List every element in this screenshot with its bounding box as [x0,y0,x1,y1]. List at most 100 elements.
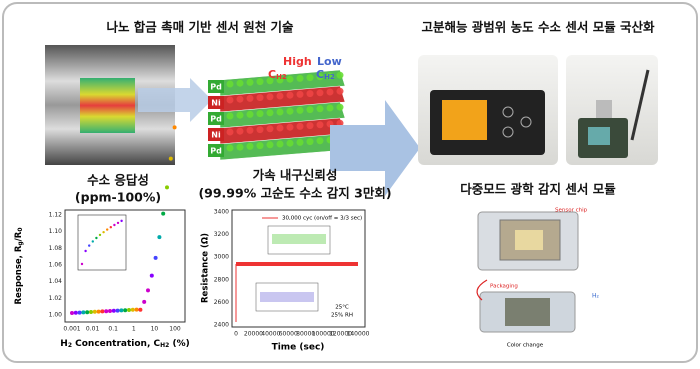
heatmap [80,78,135,133]
atom [256,110,264,118]
layer-label: Pd [210,83,222,92]
layer-label: Ni [211,131,221,140]
atom [316,73,324,81]
y-tick-label: 3400 [214,209,229,216]
atom [306,138,314,146]
x-tick-label: 80000 [296,331,315,338]
point [172,125,177,130]
inset [77,214,127,271]
button [502,126,514,138]
atom [316,105,324,113]
atom [266,109,274,117]
x-tick-label: 20000 [244,331,263,338]
high-label: High CH2 [268,55,312,81]
atom [246,94,254,102]
atom [266,141,274,149]
point [119,308,124,313]
atom [336,119,344,127]
arrow [330,100,420,196]
y-tick-label: 3000 [214,254,229,261]
atom [296,122,304,130]
atom [266,125,274,133]
layer-label: Ni [211,99,221,108]
inset-trace [260,292,314,302]
point [127,308,131,312]
inset-point [91,240,95,243]
inset-point [95,236,98,240]
durability-plot: 3400 3200 3000 2800 2600 2400 0 200004000060000… [214,209,370,338]
y-tick-label: 1.06 [49,262,63,269]
point [165,185,169,190]
atom [326,72,334,80]
point [111,308,116,313]
arrow [476,279,488,301]
inset-point [113,223,116,227]
atom [336,103,344,111]
section-title: 고분해능 광범위 농도 수소 센서 모듈 국산화 [421,20,655,35]
section-title: 나노 합금 촉매 기반 센서 원천 기술 [106,20,294,35]
point [123,308,128,313]
atom [276,140,284,148]
inset-point [88,244,91,247]
label: Color change [507,343,544,349]
point [134,307,139,312]
x-tick-label: 120000 [329,331,352,338]
atom [306,74,314,82]
low-label: Low CH2 [316,55,342,81]
condition: 25°C [335,305,349,311]
atom [286,107,294,115]
atom [286,139,294,147]
point [161,211,166,216]
atom [276,92,284,100]
atom [246,110,254,118]
y-tick-label: 2800 [214,276,229,283]
inset-point [84,249,87,253]
point [92,309,97,314]
atom [246,78,254,86]
response-plot: 1.12 1.10 1.08 1.06 1.04 1.02 1.000.001 0.01 0.1… [49,125,181,333]
inset-point [80,262,84,266]
x-tick-label: 60000 [279,331,298,338]
atom [256,126,264,134]
point [146,288,150,293]
label: Sensor chip [555,208,588,214]
y-tick-label: 1.12 [49,212,63,219]
atom [296,90,304,98]
point [108,309,112,313]
point [149,273,154,278]
button [520,116,532,128]
atom [226,80,234,88]
atom [236,79,244,87]
point [153,255,158,260]
plot-frame [231,209,366,328]
inset-point [116,221,120,225]
layer-tag [208,80,224,93]
y-axis-label: Resistance (Ω) [201,233,211,303]
x-tick-label: 100 [169,326,181,333]
atom [286,91,294,99]
inset-point [98,233,102,237]
catalyst-diagram: Pd Ni Pd Ni Pd [208,69,346,161]
point [115,308,120,313]
inset-point [120,219,123,223]
module-screen [588,127,610,145]
device-screen [442,100,487,140]
atom [286,75,294,83]
y-tick-label: 1.02 [49,295,63,302]
x-tick-label: 10 [151,326,159,333]
atom [306,122,314,130]
atom [236,127,244,135]
layer-tag [208,144,224,157]
x-tick-label: 0.001 [63,326,80,333]
legend: 30,000 cyc (on/off = 3/3 sec) [282,216,362,222]
point [142,299,147,304]
point [85,310,90,315]
inset-point [109,226,113,229]
point [70,311,74,315]
x-axis-label: H2 Concentration, CH2 (%) [60,339,189,349]
y-axis-label: Response, Rg/R0 [14,227,24,304]
label: Packaging [490,284,518,290]
atom [296,106,304,114]
layer-tag [208,128,224,141]
y-tick-label: 1.08 [49,245,63,252]
